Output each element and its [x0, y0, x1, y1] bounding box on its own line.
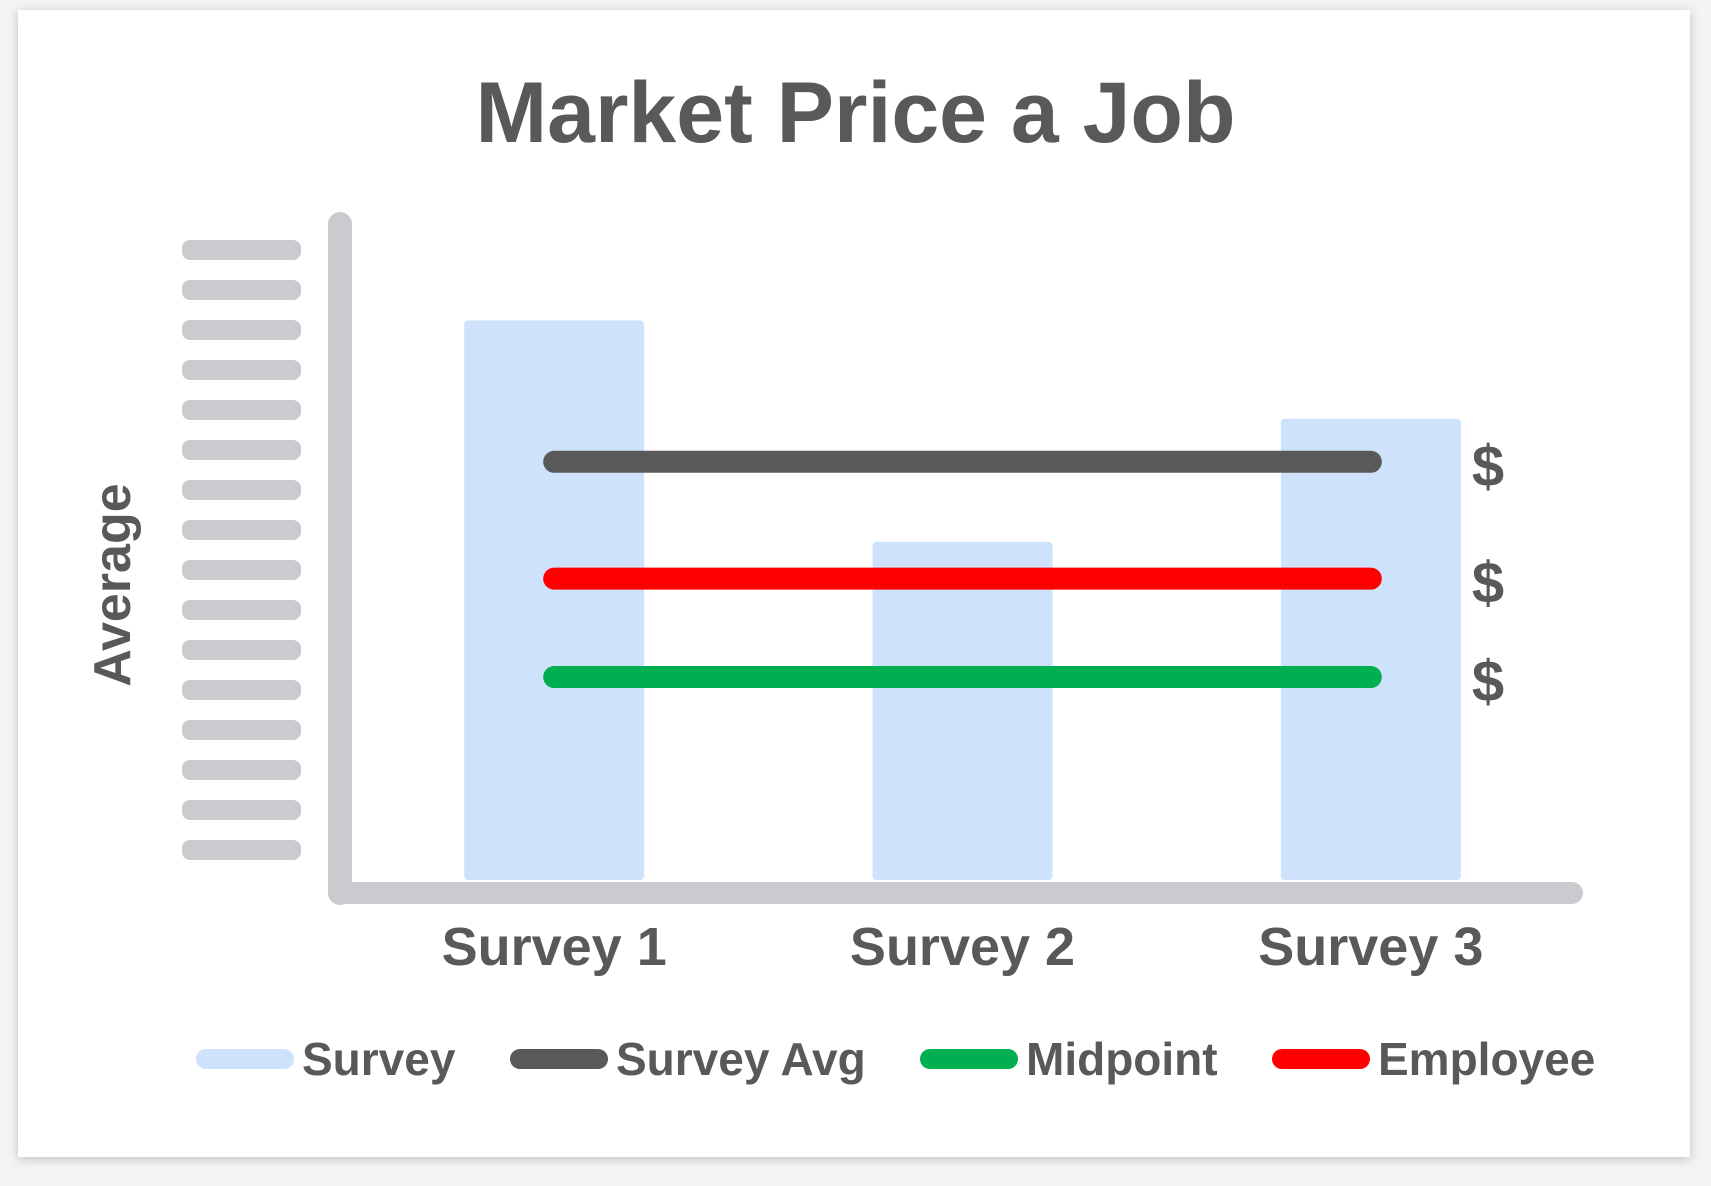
y-tick-label-redacted — [182, 840, 301, 860]
y-tick-label-redacted — [182, 800, 301, 820]
y-tick-label-redacted — [182, 280, 301, 300]
bar-2 — [872, 541, 1053, 880]
y-tick-label-redacted — [182, 640, 301, 660]
legend-label: Employee — [1378, 1033, 1595, 1085]
legend-swatch — [920, 1049, 1018, 1069]
y-tick-label-redacted — [182, 600, 301, 620]
legend-swatch — [196, 1049, 294, 1069]
data-label-employee: $ — [1472, 551, 1504, 616]
y-tick-label-redacted — [182, 520, 301, 540]
y-tick-label-redacted — [182, 360, 301, 380]
legend-label: Midpoint — [1026, 1033, 1218, 1085]
y-tick-label-redacted — [182, 440, 301, 460]
y-tick-label-redacted — [182, 240, 301, 260]
x-tick-label: Survey 3 — [1258, 917, 1483, 977]
legend-swatch — [510, 1049, 608, 1069]
y-tick-label-redacted — [182, 720, 301, 740]
y-tick-label-redacted — [182, 560, 301, 580]
chart-title: Market Price a Job — [475, 65, 1236, 161]
data-label-midpoint: $ — [1472, 649, 1504, 714]
y-tick-label-redacted — [182, 680, 301, 700]
data-label-survey-avg: $ — [1472, 434, 1504, 499]
y-axis-label: Average — [84, 483, 142, 686]
y-tick-label-redacted — [182, 400, 301, 420]
y-tick-label-redacted — [182, 480, 301, 500]
y-tick-label-redacted — [182, 320, 301, 340]
bar-1 — [464, 320, 645, 881]
bar-3 — [1280, 418, 1461, 880]
legend-label: Survey Avg — [616, 1033, 866, 1085]
legend-swatch — [1272, 1049, 1370, 1069]
legend-label: Survey — [302, 1033, 456, 1085]
y-tick-label-redacted — [182, 760, 301, 780]
x-tick-label: Survey 1 — [442, 917, 667, 977]
x-tick-label: Survey 2 — [850, 917, 1075, 977]
